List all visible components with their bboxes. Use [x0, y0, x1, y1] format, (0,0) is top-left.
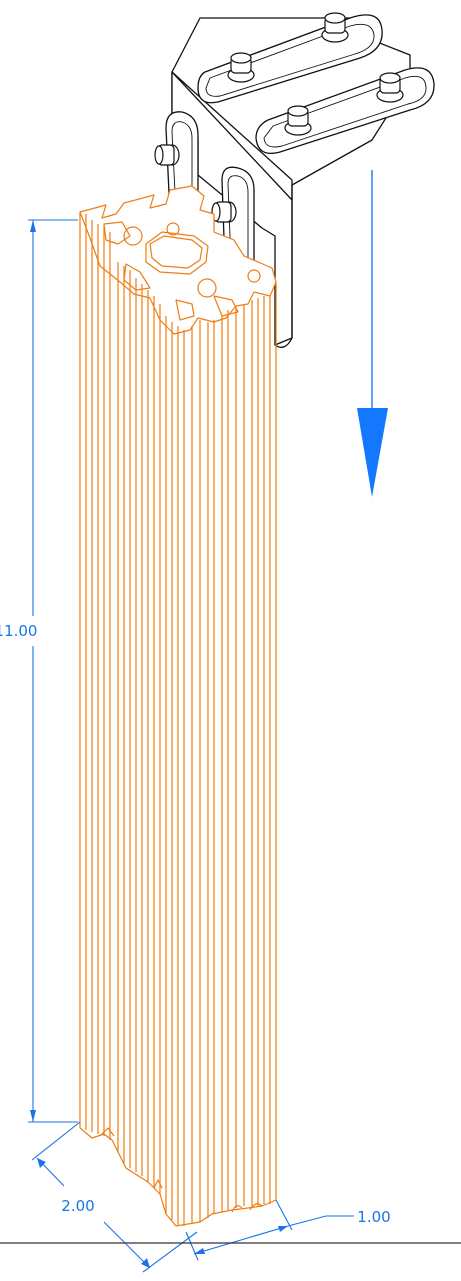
depth-label: 1.00: [357, 1208, 390, 1226]
aluminum-extrusion: [79, 185, 277, 1227]
dimensions: [28, 219, 354, 1273]
extrusion-profile-bottom: [79, 1127, 277, 1227]
screw-1: [227, 52, 255, 83]
load-arrow: [357, 170, 388, 497]
top-screws: [227, 12, 404, 136]
side-screws: [154, 144, 237, 223]
screw-5: [154, 144, 180, 166]
width-label: 2.00: [61, 1197, 94, 1215]
screw-3: [284, 105, 312, 136]
screw-4: [376, 72, 404, 103]
depth-dimension: [185, 1199, 354, 1261]
screw-6: [211, 201, 237, 223]
down-arrow-icon: [357, 408, 388, 497]
screw-2: [321, 12, 349, 43]
width-dimension: [31, 1121, 198, 1273]
extrusion-edges: [79, 212, 277, 1226]
extrusion-profile-top: [79, 185, 277, 335]
height-label: 11.00: [0, 622, 37, 640]
height-dimension: [28, 219, 78, 1123]
